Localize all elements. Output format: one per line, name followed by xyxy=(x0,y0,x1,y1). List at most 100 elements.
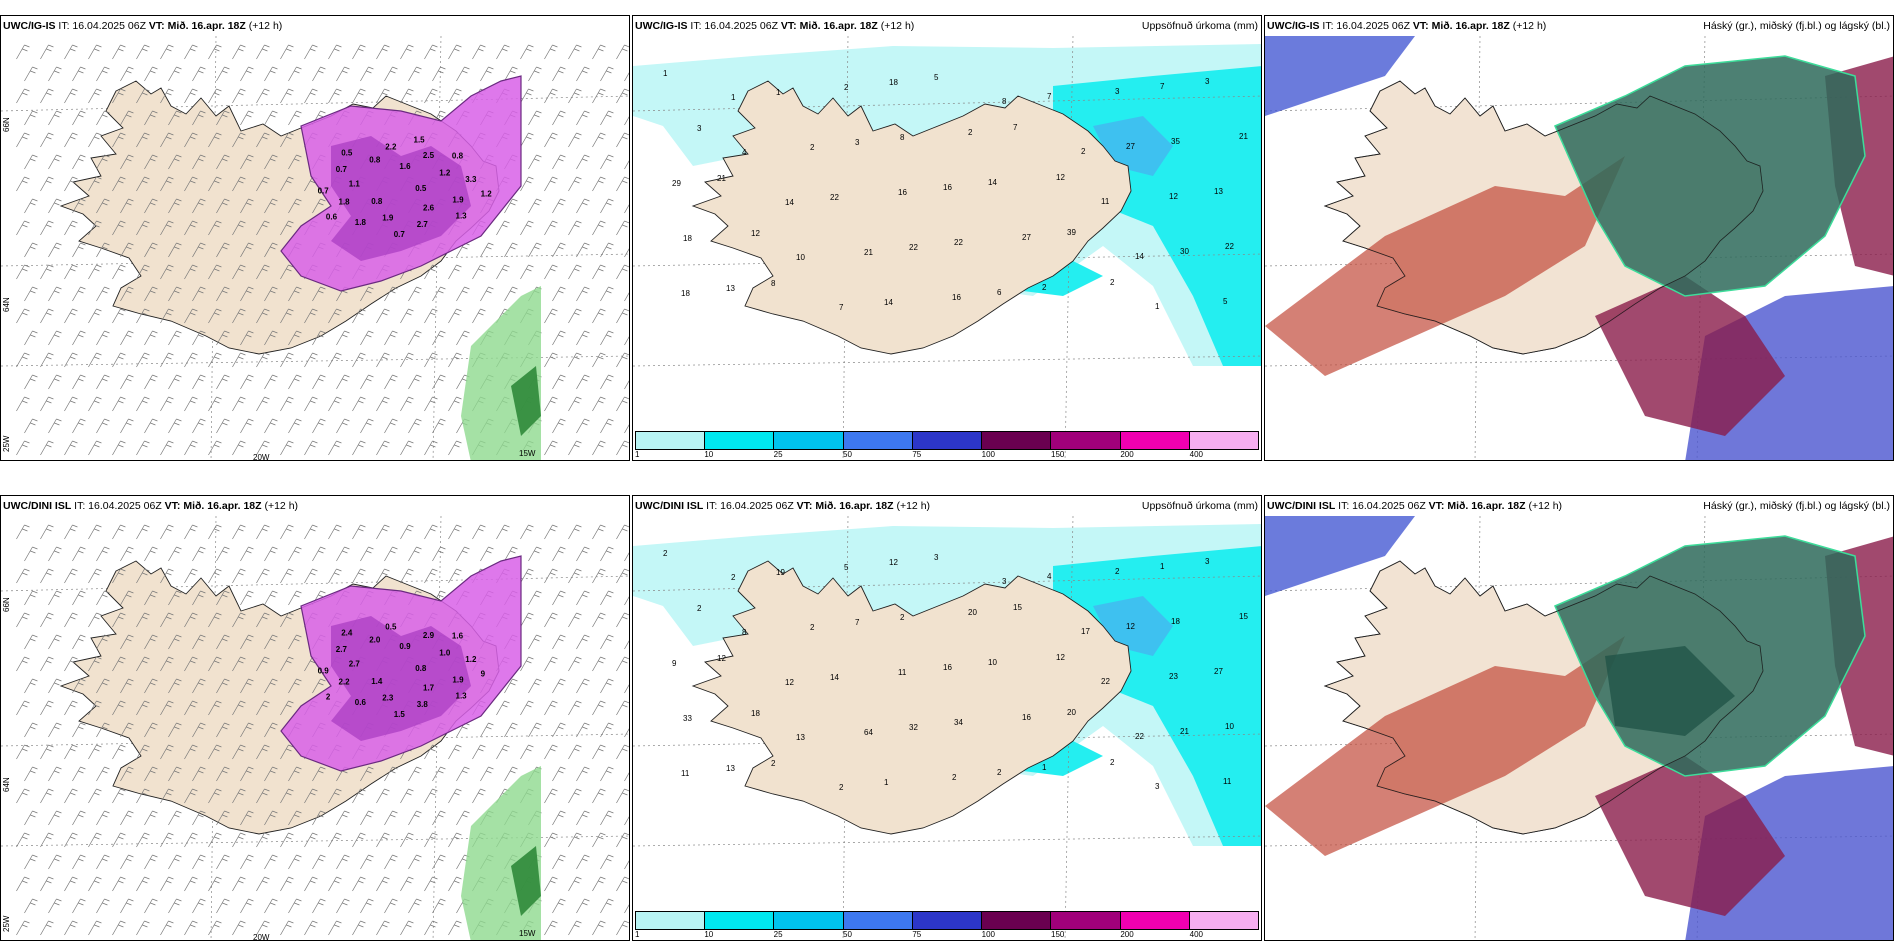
precip-value-label: 32 xyxy=(909,723,918,732)
accumulated-precip-map: 2219512334213282722015171218159121214111… xyxy=(633,516,1261,940)
precip-value-label: 1 xyxy=(1160,562,1165,571)
precip-value-label: 21 xyxy=(717,174,726,183)
precip-value-label: 18 xyxy=(683,234,692,243)
cloud-layers xyxy=(1265,516,1893,940)
precip-value-label: 20 xyxy=(968,608,977,617)
precip-value-label: 7 xyxy=(839,303,844,312)
precip-value-label: 18 xyxy=(751,709,760,718)
precip-value-label: 2 xyxy=(771,759,776,768)
precip-value-label: 17 xyxy=(1081,627,1090,636)
lead-time: (+12 h) xyxy=(1512,20,1547,32)
colorbar-cells xyxy=(635,911,1259,930)
axis-label: 64N xyxy=(2,777,11,792)
precip-value-label: 1.2 xyxy=(465,655,477,664)
precip-value-label: 13 xyxy=(726,764,735,773)
precip-value-label: 2.7 xyxy=(336,645,348,654)
precip-value-label: 6 xyxy=(997,288,1002,297)
precip-value-label: 20 xyxy=(1067,708,1076,717)
precip-value-label: 1.2 xyxy=(481,189,493,198)
precip-value-label: 13 xyxy=(1214,187,1223,196)
precip-value-label: 22 xyxy=(954,238,963,247)
colorbar-tick: 200 xyxy=(1120,930,1134,939)
colorbar-cell xyxy=(774,912,844,929)
colorbar-cell xyxy=(1051,432,1121,449)
precip-value-label: 3 xyxy=(1205,557,1210,566)
panel-header: UWC/IG-IS IT: 16.04.2025 06Z VT: Mið. 16… xyxy=(1,16,629,36)
model-name: UWC/IG-IS xyxy=(1267,20,1320,32)
init-time: IT: 16.04.2025 06Z xyxy=(690,20,778,32)
precip-value-label: 3 xyxy=(934,553,939,562)
precip-value-label: 8 xyxy=(742,628,747,637)
precip-value-label: 5 xyxy=(1223,297,1228,306)
lead-time: (+12 h) xyxy=(896,500,931,512)
panel-header: UWC/IG-IS IT: 16.04.2025 06Z VT: Mið. 16… xyxy=(1265,16,1893,36)
precip-value-label: 14 xyxy=(884,298,893,307)
valid-time: Mið. 16.apr. 18Z xyxy=(1447,500,1526,512)
precip-value-label: 11 xyxy=(681,769,690,778)
precip-value-label: 16 xyxy=(1022,713,1031,722)
precip-value-label: 9 xyxy=(672,659,677,668)
precip-value-label: 2.9 xyxy=(423,631,435,640)
precip-value-label: 0.7 xyxy=(318,187,330,196)
colorbar-tick: 100 xyxy=(981,450,996,459)
colorbar-tick: 400 xyxy=(1189,450,1204,459)
precip-value-label: 3 xyxy=(1002,577,1007,586)
wind-precip-map: 0.8 1.4 0.9 1.7 2.7 1.0 2.3 2.0 1.9 2.2 2.9 3.8 2.7 1… xyxy=(1,516,629,941)
precip-value-label: 11 xyxy=(1101,197,1110,206)
precip-value-label: 0.8 xyxy=(415,664,427,673)
precip-value-label: 16 xyxy=(943,663,952,672)
precip-value-label: 2.7 xyxy=(417,220,429,229)
precip-value-label: 0.6 xyxy=(326,213,338,222)
precip-value-label: 1 xyxy=(663,69,668,78)
precip-value-label: 1.5 xyxy=(394,710,406,719)
precip-value-label: 0.5 xyxy=(415,184,427,193)
precip-value-label: 2.3 xyxy=(382,694,394,703)
precip-value-label: 8 xyxy=(771,279,776,288)
precip-value-label: 1 xyxy=(884,778,889,787)
precip-value-label: 0.9 xyxy=(399,642,411,651)
colorbar-cell xyxy=(774,432,844,449)
precip-value-label: 0.5 xyxy=(385,622,397,631)
graticule xyxy=(1,36,629,460)
precip-value-label: 1.2 xyxy=(439,168,451,177)
lead-time: (+12 h) xyxy=(264,500,299,512)
precip-value-label: 1.4 xyxy=(371,677,383,686)
colorbar-tick: 10 xyxy=(704,930,714,939)
colorbar-cell xyxy=(1120,432,1190,449)
precip-value-label: 39 xyxy=(1067,228,1076,237)
axis-label: 66N xyxy=(2,597,11,612)
precip-value-label: 34 xyxy=(954,718,963,727)
precip-value-label: 2 xyxy=(844,83,849,92)
axis-label: 66N xyxy=(2,117,11,132)
valid-time: Mið. 16.apr. 18Z xyxy=(799,20,878,32)
colorbar-cell xyxy=(1051,912,1121,929)
precip-value-label: 1.9 xyxy=(382,214,394,223)
precip-value-label: 1.9 xyxy=(452,195,464,204)
colorbar-cell xyxy=(1120,912,1190,929)
precip-value-label: 1.6 xyxy=(399,162,411,171)
valid-time: Mið. 16.apr. 18Z xyxy=(183,500,262,512)
iceland-land xyxy=(691,80,1132,355)
precip-value-label: 0.9 xyxy=(318,667,330,676)
precip-values: 1112185873733423827227352129211422161614… xyxy=(663,69,1248,312)
axis-label: 25W xyxy=(2,435,11,452)
precip-value-label: 1.1 xyxy=(349,179,361,188)
colorbar-cell xyxy=(1189,912,1258,929)
precip-value-label: 22 xyxy=(909,243,918,252)
colorbar-tick: 75 xyxy=(912,930,922,939)
lead-time: (+12 h) xyxy=(1528,500,1563,512)
precip-value-label: 19 xyxy=(776,568,785,577)
precip-value-label: 18 xyxy=(1171,617,1180,626)
cloud-title: Háský (gr.), miðský (fj.bl.) og lágský (… xyxy=(1703,500,1890,512)
precip-value-label: 1.7 xyxy=(423,684,435,693)
panel-wind-precip-top: UWC/IG-IS IT: 16.04.2025 06Z VT: Mið. 16… xyxy=(0,15,630,461)
axis-label: 20W xyxy=(253,933,270,941)
precip-value-label: 3 xyxy=(1115,87,1120,96)
precip-value-label: 1 xyxy=(776,88,781,97)
precip-value-label: 22 xyxy=(830,193,839,202)
precip-value-label: 2 xyxy=(952,773,957,782)
lead-time: (+12 h) xyxy=(248,20,283,32)
precip-value-label: 12 xyxy=(1126,622,1135,631)
axis-label: 15W xyxy=(519,449,536,458)
colorbar-tick: 100 xyxy=(981,930,996,939)
